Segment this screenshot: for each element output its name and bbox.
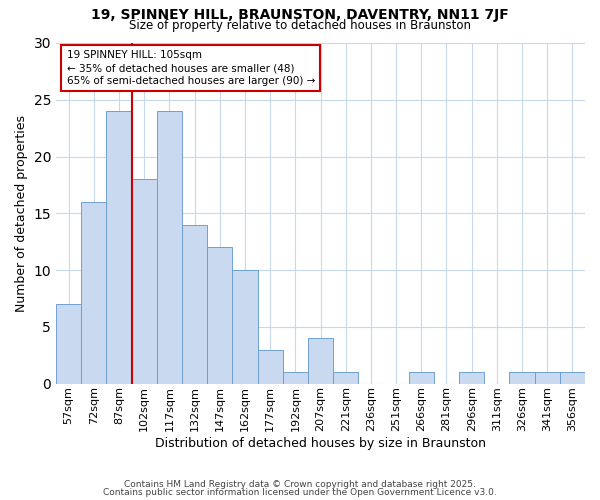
Text: 19 SPINNEY HILL: 105sqm
← 35% of detached houses are smaller (48)
65% of semi-de: 19 SPINNEY HILL: 105sqm ← 35% of detache… xyxy=(67,50,315,86)
Bar xyxy=(409,372,434,384)
Bar xyxy=(509,372,535,384)
Bar xyxy=(81,202,106,384)
X-axis label: Distribution of detached houses by size in Braunston: Distribution of detached houses by size … xyxy=(155,437,486,450)
Bar xyxy=(283,372,308,384)
Bar xyxy=(106,111,131,384)
Bar xyxy=(535,372,560,384)
Text: Size of property relative to detached houses in Braunston: Size of property relative to detached ho… xyxy=(129,19,471,32)
Bar xyxy=(333,372,358,384)
Bar xyxy=(232,270,257,384)
Text: Contains HM Land Registry data © Crown copyright and database right 2025.: Contains HM Land Registry data © Crown c… xyxy=(124,480,476,489)
Bar xyxy=(308,338,333,384)
Bar xyxy=(207,248,232,384)
Bar xyxy=(56,304,81,384)
Bar xyxy=(131,180,157,384)
Bar xyxy=(157,111,182,384)
Text: Contains public sector information licensed under the Open Government Licence v3: Contains public sector information licen… xyxy=(103,488,497,497)
Bar xyxy=(560,372,585,384)
Y-axis label: Number of detached properties: Number of detached properties xyxy=(15,115,28,312)
Bar xyxy=(459,372,484,384)
Bar xyxy=(182,224,207,384)
Bar xyxy=(257,350,283,384)
Text: 19, SPINNEY HILL, BRAUNSTON, DAVENTRY, NN11 7JF: 19, SPINNEY HILL, BRAUNSTON, DAVENTRY, N… xyxy=(91,8,509,22)
